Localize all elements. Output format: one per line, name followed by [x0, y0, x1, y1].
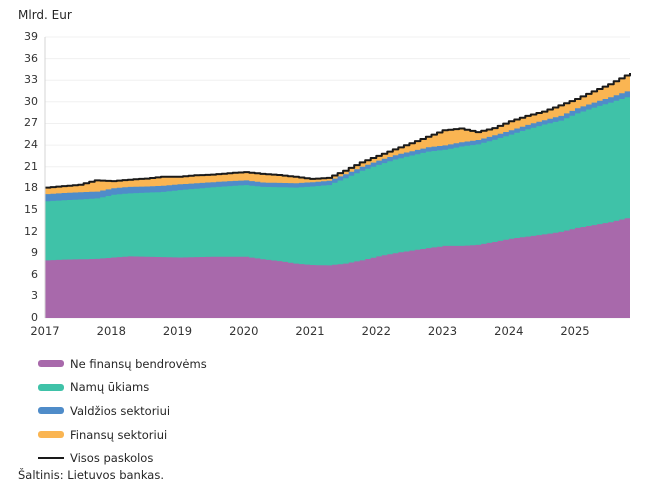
- legend-label: Finansų sektoriui: [70, 427, 168, 442]
- y-tick-label: 36: [24, 51, 38, 65]
- legend-item-ne-finansu-bendrovems: Ne finansų bendrovėms: [38, 352, 207, 376]
- chart-legend: Ne finansų bendrovėms Namų ūkiams Valdži…: [38, 352, 207, 470]
- legend-item-valdzios-sektoriui: Valdžios sektoriui: [38, 399, 207, 423]
- legend-label: Namų ūkiams: [70, 380, 150, 395]
- y-tick-label: 15: [24, 202, 38, 216]
- y-tick-label: 12: [24, 224, 38, 238]
- y-tick-label: 24: [24, 138, 38, 152]
- legend-label: Valdžios sektoriui: [70, 403, 171, 418]
- line-swatch-icon: [38, 456, 64, 460]
- x-tick-label: 2025: [560, 324, 590, 338]
- x-tick-label: 2020: [229, 324, 259, 338]
- x-tick-label: 2022: [361, 324, 391, 338]
- y-tick-label: 0: [31, 311, 38, 324]
- total-line: [45, 73, 631, 189]
- y-tick-label: 21: [24, 159, 38, 173]
- y-tick-label: 27: [24, 116, 38, 130]
- y-tick-label: 39: [24, 30, 38, 43]
- legend-label: Ne finansų bendrovėms: [70, 356, 207, 371]
- y-tick-label: 18: [24, 181, 38, 195]
- stacked-area-plot: [44, 36, 631, 319]
- x-tick-label: 2023: [427, 324, 458, 338]
- y-tick-label: 3: [31, 289, 38, 303]
- x-tick-label: 2017: [30, 324, 60, 338]
- legend-item-visos-paskolos: Visos paskolos: [38, 446, 207, 470]
- area-swatch-icon: [38, 407, 64, 415]
- y-tick-label: 9: [31, 246, 38, 260]
- legend-label: Visos paskolos: [70, 451, 154, 466]
- area-swatch-icon: [38, 383, 64, 391]
- area-1: [45, 217, 630, 318]
- y-tick-label: 30: [24, 94, 38, 108]
- y-tick-label: 33: [24, 73, 38, 87]
- legend-item-finansu-sektoriui: Finansų sektoriui: [38, 423, 207, 447]
- legend-item-namu-ukiams: Namų ūkiams: [38, 376, 207, 400]
- y-tick-label: 6: [31, 267, 38, 281]
- area-swatch-icon: [38, 360, 64, 368]
- y-axis-unit-label: Mlrd. Eur: [18, 8, 72, 22]
- source-note: Šaltinis: Lietuvos bankas.: [18, 468, 165, 482]
- area-swatch-icon: [38, 431, 64, 439]
- x-tick-label: 2021: [295, 324, 325, 338]
- x-tick-label: 2019: [162, 324, 193, 338]
- x-tick-label: 2018: [96, 324, 126, 338]
- x-tick-label: 2024: [494, 324, 524, 338]
